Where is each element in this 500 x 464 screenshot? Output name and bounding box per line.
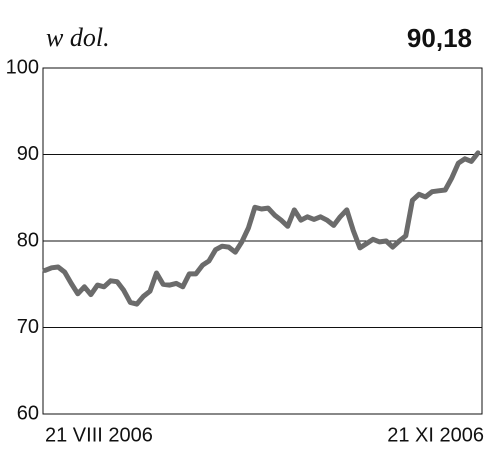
y-tick-label: 70: [17, 316, 39, 338]
x-tick-label: 21 XI 2006: [387, 424, 484, 446]
chart-title: w dol.: [46, 23, 110, 52]
y-tick-label: 60: [17, 402, 39, 424]
y-tick-label: 100: [6, 56, 39, 78]
line: [42, 150, 481, 307]
y-tick-label: 90: [17, 143, 39, 165]
x-tick-label: 21 VIII 2006: [45, 424, 153, 446]
y-tick-label: 80: [17, 229, 39, 251]
last-value-label: 90,18: [407, 23, 472, 53]
plot-frame: [42, 67, 483, 415]
